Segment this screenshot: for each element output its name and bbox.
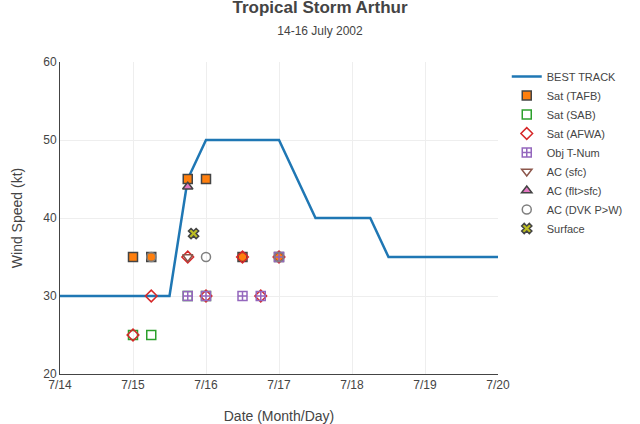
svg-text:20: 20 bbox=[43, 367, 57, 381]
svg-text:Sat (AFWA): Sat (AFWA) bbox=[547, 128, 605, 140]
svg-text:AC (sfc): AC (sfc) bbox=[547, 166, 587, 178]
svg-text:Wind Speed (kt): Wind Speed (kt) bbox=[9, 168, 25, 268]
svg-text:Tropical Storm Arthur14-16 Jul: Tropical Storm Arthur14-16 July 2002 bbox=[232, 0, 407, 38]
svg-text:7/19: 7/19 bbox=[413, 378, 437, 392]
svg-text:7/18: 7/18 bbox=[340, 378, 364, 392]
svg-text:7/14: 7/14 bbox=[48, 378, 72, 392]
svg-text:30: 30 bbox=[43, 289, 57, 303]
svg-text:Obj T-Num: Obj T-Num bbox=[547, 147, 600, 159]
svg-text:BEST TRACK: BEST TRACK bbox=[547, 71, 616, 83]
svg-text:7/20: 7/20 bbox=[486, 378, 510, 392]
svg-text:Sat (SAB): Sat (SAB) bbox=[547, 109, 596, 121]
svg-text:7/17: 7/17 bbox=[267, 378, 291, 392]
svg-text:Date (Month/Day): Date (Month/Day) bbox=[224, 408, 334, 424]
svg-text:60: 60 bbox=[43, 55, 57, 69]
svg-text:AC (flt>sfc): AC (flt>sfc) bbox=[547, 185, 602, 197]
svg-text:7/15: 7/15 bbox=[121, 378, 145, 392]
svg-text:Surface: Surface bbox=[547, 223, 585, 235]
svg-text:40: 40 bbox=[43, 211, 57, 225]
svg-text:AC (DVK P>W): AC (DVK P>W) bbox=[547, 204, 622, 216]
svg-text:Sat (TAFB): Sat (TAFB) bbox=[547, 90, 601, 102]
svg-text:50: 50 bbox=[43, 133, 57, 147]
svg-text:7/16: 7/16 bbox=[194, 378, 218, 392]
